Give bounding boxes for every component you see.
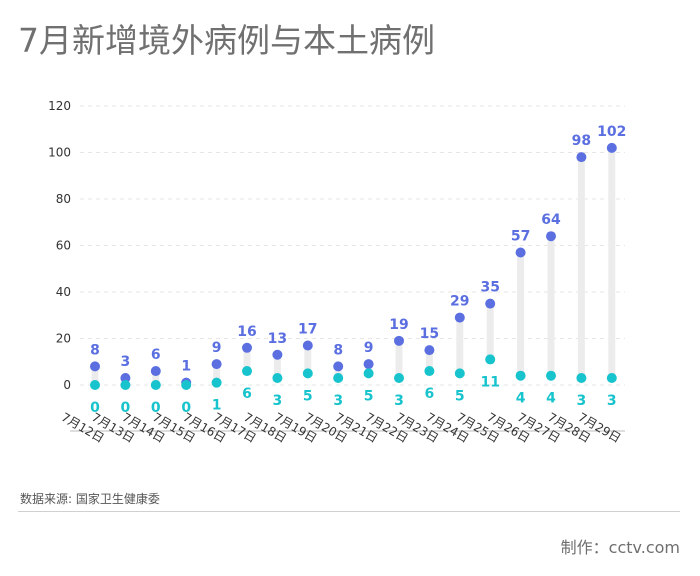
local-value-label: 0 bbox=[151, 400, 161, 416]
y-tick-label: 0 bbox=[63, 378, 71, 392]
imported-point bbox=[242, 342, 252, 353]
local-point bbox=[363, 368, 374, 379]
imported-point bbox=[485, 298, 496, 309]
imported-value-label: 8 bbox=[333, 342, 343, 358]
local-value-label: 4 bbox=[516, 391, 526, 407]
connector-layer bbox=[91, 144, 616, 389]
imported-value-label: 64 bbox=[541, 212, 561, 228]
local-value-label: 3 bbox=[333, 393, 343, 409]
imported-point bbox=[150, 366, 161, 377]
imported-point bbox=[546, 231, 556, 242]
local-value-label: 3 bbox=[607, 393, 617, 409]
y-tick-label: 60 bbox=[56, 239, 71, 253]
y-tick-label: 40 bbox=[56, 285, 71, 299]
local-value-label: 3 bbox=[394, 393, 404, 409]
credit: 制作：cctv.com bbox=[560, 538, 680, 557]
imported-point bbox=[302, 340, 313, 351]
local-point bbox=[424, 366, 435, 377]
local-value-label: 6 bbox=[242, 386, 252, 402]
local-value-label: 6 bbox=[425, 386, 435, 402]
imported-value-label: 15 bbox=[420, 326, 439, 342]
y-tick-label: 20 bbox=[56, 332, 71, 346]
local-value-label: 0 bbox=[181, 400, 191, 416]
divider bbox=[18, 511, 680, 512]
imported-value-label: 29 bbox=[450, 294, 469, 310]
local-point bbox=[454, 368, 465, 379]
local-value-label: 11 bbox=[480, 374, 499, 390]
local-value-label: 4 bbox=[546, 391, 556, 407]
imported-value-label: 57 bbox=[511, 228, 530, 244]
local-point bbox=[515, 370, 526, 381]
imported-point bbox=[515, 247, 526, 258]
local-value-label: 5 bbox=[455, 388, 465, 404]
imported-point bbox=[394, 335, 404, 346]
local-point bbox=[485, 354, 496, 365]
local-point bbox=[211, 377, 222, 388]
imported-value-label: 102 bbox=[597, 124, 626, 140]
local-value-label: 3 bbox=[577, 393, 587, 409]
local-value-label: 5 bbox=[303, 388, 313, 404]
local-value-label: 0 bbox=[90, 400, 100, 416]
local-point bbox=[576, 373, 587, 384]
imported-point bbox=[211, 359, 222, 370]
local-point bbox=[272, 373, 283, 384]
grid-layer bbox=[80, 105, 625, 386]
imported-value-label: 98 bbox=[572, 133, 591, 149]
imported-point bbox=[576, 152, 587, 163]
label-layer: 8 0 3 0 6 0 1 0 9 1 16 6 13 3 17 5 8 3 9 5 19 3 15 6 29 5 35 11 57 4 6… bbox=[90, 124, 626, 416]
imported-value-label: 35 bbox=[480, 280, 499, 296]
imported-point bbox=[120, 373, 131, 384]
imported-value-label: 8 bbox=[90, 342, 100, 358]
y-tick-label: 120 bbox=[48, 99, 71, 113]
imported-point bbox=[606, 142, 617, 153]
y-tick-label: 100 bbox=[48, 146, 71, 160]
local-point bbox=[394, 373, 404, 384]
imported-value-label: 19 bbox=[389, 317, 408, 333]
y-tick-label: 80 bbox=[56, 192, 71, 206]
imported-value-label: 3 bbox=[121, 354, 131, 370]
page-title: 7月新增境外病例与本土病例 bbox=[18, 21, 435, 60]
point-layer bbox=[90, 142, 617, 390]
imported-point bbox=[454, 312, 465, 323]
local-point bbox=[181, 380, 192, 390]
local-point bbox=[333, 373, 344, 384]
local-value-label: 5 bbox=[364, 388, 374, 404]
local-point bbox=[302, 368, 313, 379]
local-value-label: 1 bbox=[212, 398, 222, 414]
imported-value-label: 17 bbox=[298, 321, 317, 337]
axis-layer: 0204060801001207月12日7月13日7月14日7月15日7月16日… bbox=[48, 99, 625, 446]
imported-value-label: 9 bbox=[364, 340, 374, 356]
imported-value-label: 9 bbox=[212, 340, 222, 356]
source-note: 数据来源: 国家卫生健康委 bbox=[20, 492, 160, 506]
imported-value-label: 1 bbox=[181, 359, 191, 375]
local-point bbox=[90, 380, 100, 390]
local-point bbox=[546, 370, 556, 381]
imported-value-label: 16 bbox=[237, 324, 256, 340]
local-value-label: 0 bbox=[121, 400, 131, 416]
local-value-label: 3 bbox=[273, 393, 283, 409]
imported-point bbox=[424, 345, 435, 356]
local-point bbox=[242, 366, 252, 377]
local-point bbox=[150, 380, 161, 390]
imported-point bbox=[333, 361, 344, 372]
imported-point bbox=[363, 359, 374, 370]
local-point bbox=[606, 373, 617, 384]
imported-value-label: 6 bbox=[151, 347, 161, 363]
imported-value-label: 13 bbox=[268, 331, 287, 347]
imported-point bbox=[272, 349, 283, 360]
imported-point bbox=[90, 361, 100, 372]
local-point bbox=[120, 380, 131, 390]
